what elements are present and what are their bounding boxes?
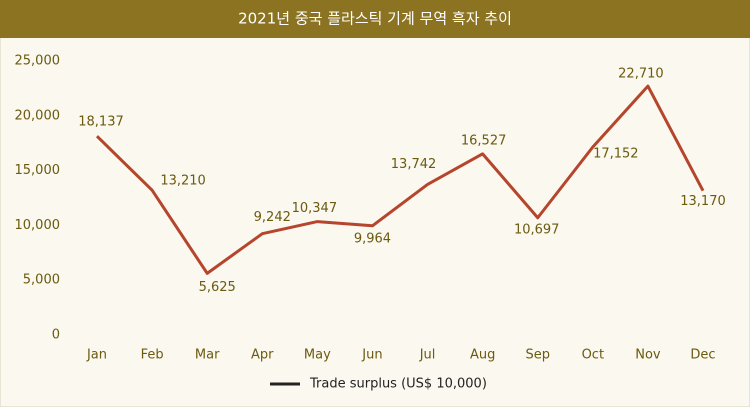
legend-label: Trade surplus (US$ 10,000) — [309, 377, 487, 392]
x-tick-label: Dec — [690, 348, 715, 363]
x-tick-label: May — [304, 348, 331, 363]
data-label: 10,347 — [292, 201, 338, 216]
y-tick-label: 15,000 — [15, 163, 61, 178]
data-label: 10,697 — [514, 222, 560, 237]
x-tick-label: Feb — [141, 348, 164, 363]
chart-title: 2021년 중국 플라스틱 기계 무역 흑자 추이 — [238, 10, 512, 28]
x-tick-label: Apr — [251, 348, 274, 363]
data-label: 13,210 — [160, 174, 206, 189]
y-tick-label: 20,000 — [15, 108, 61, 123]
x-tick-label: Jan — [86, 348, 107, 363]
data-label: 13,742 — [391, 157, 437, 172]
y-tick-label: 0 — [52, 328, 60, 343]
data-label: 13,170 — [680, 194, 726, 209]
data-label: 5,625 — [199, 280, 236, 295]
x-tick-label: Mar — [195, 348, 220, 363]
data-label: 16,527 — [461, 133, 507, 148]
x-tick-label: Sep — [525, 348, 550, 363]
y-tick-label: 10,000 — [15, 218, 61, 233]
y-tick-label: 25,000 — [15, 54, 61, 69]
title-bar — [0, 0, 750, 38]
x-tick-label: Oct — [582, 348, 604, 363]
line — [95, 84, 705, 275]
x-tick-label: Aug — [470, 348, 495, 363]
data-label: 9,964 — [354, 231, 391, 246]
data-label: 22,710 — [618, 67, 664, 82]
x-tick-label: Jun — [361, 348, 382, 363]
y-tick-label: 5,000 — [23, 273, 60, 288]
data-label: 17,152 — [593, 147, 639, 162]
x-tick-label: Jul — [419, 348, 436, 363]
data-label: 18,137 — [78, 115, 124, 130]
x-tick-label: Nov — [635, 348, 661, 363]
data-label: 9,242 — [254, 210, 291, 225]
